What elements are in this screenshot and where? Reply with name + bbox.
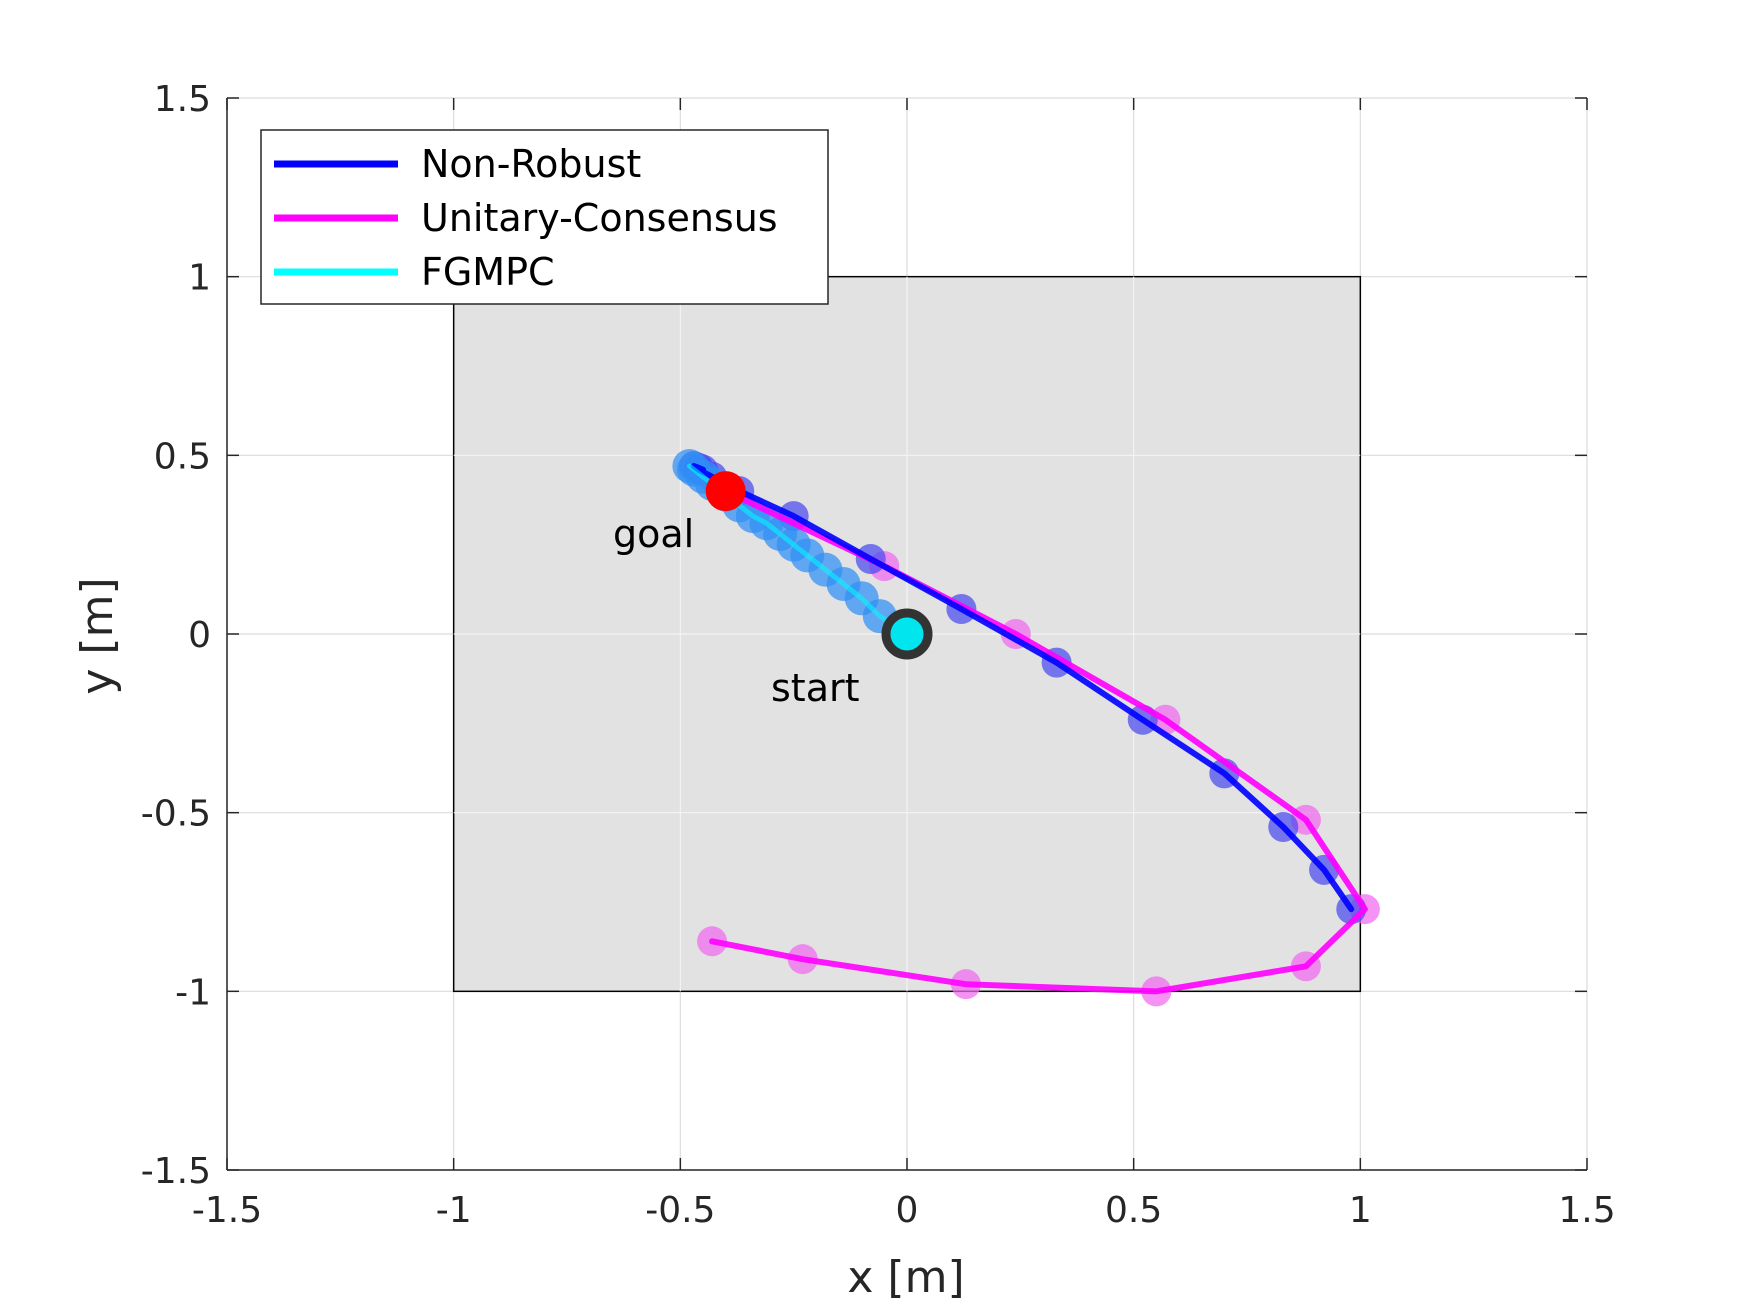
start-marker — [881, 608, 933, 660]
y-axis-label: y [m] — [72, 577, 123, 694]
goal-marker — [705, 471, 746, 512]
y-tick-label-2: -0.5 — [141, 794, 211, 835]
y-tick-label-4: 0.5 — [154, 436, 211, 477]
legend-label-non-robust: Non-Robust — [421, 142, 641, 186]
y-tick-label-3: 0 — [188, 615, 211, 656]
unitary-consensus-line — [709, 488, 1368, 995]
x-tick-label-6: 1.5 — [1558, 1190, 1615, 1231]
y-tick-label-0: -1.5 — [141, 1151, 211, 1192]
fgmpc-line — [686, 463, 910, 637]
legend-label-fgmpc: FGMPC — [421, 250, 555, 294]
x-tick-label-0: -1.5 — [192, 1190, 262, 1231]
legend-label-unitary-consensus: Unitary-Consensus — [421, 196, 778, 240]
axes — [226, 97, 1588, 1171]
y-tick-label-6: 1.5 — [154, 79, 211, 120]
x-tick-label-5: 1 — [1349, 1190, 1372, 1231]
start-label: start — [771, 666, 860, 710]
goal-label: goal — [613, 512, 694, 556]
trajectories — [672, 449, 1380, 1007]
x-tick-label-3: 0 — [896, 1190, 919, 1231]
legend: Non-Robust Unitary-Consensus FGMPC — [260, 129, 829, 305]
x-tick-label-1: -1 — [436, 1190, 472, 1231]
x-tick-label-2: -0.5 — [645, 1190, 715, 1231]
non-robust-line — [690, 463, 1355, 913]
y-tick-label-5: 1 — [188, 258, 211, 299]
goal-start-markers — [705, 471, 933, 660]
y-tick-label-1: -1 — [175, 972, 211, 1013]
tick-labels: -1.5 -1 -0.5 0 0.5 1 1.5 -1.5 -1 -0.5 0 0.5 1 1.5 — [141, 79, 1616, 1231]
x-axis-label: x [m] — [847, 1252, 964, 1303]
x-tick-label-4: 0.5 — [1105, 1190, 1162, 1231]
